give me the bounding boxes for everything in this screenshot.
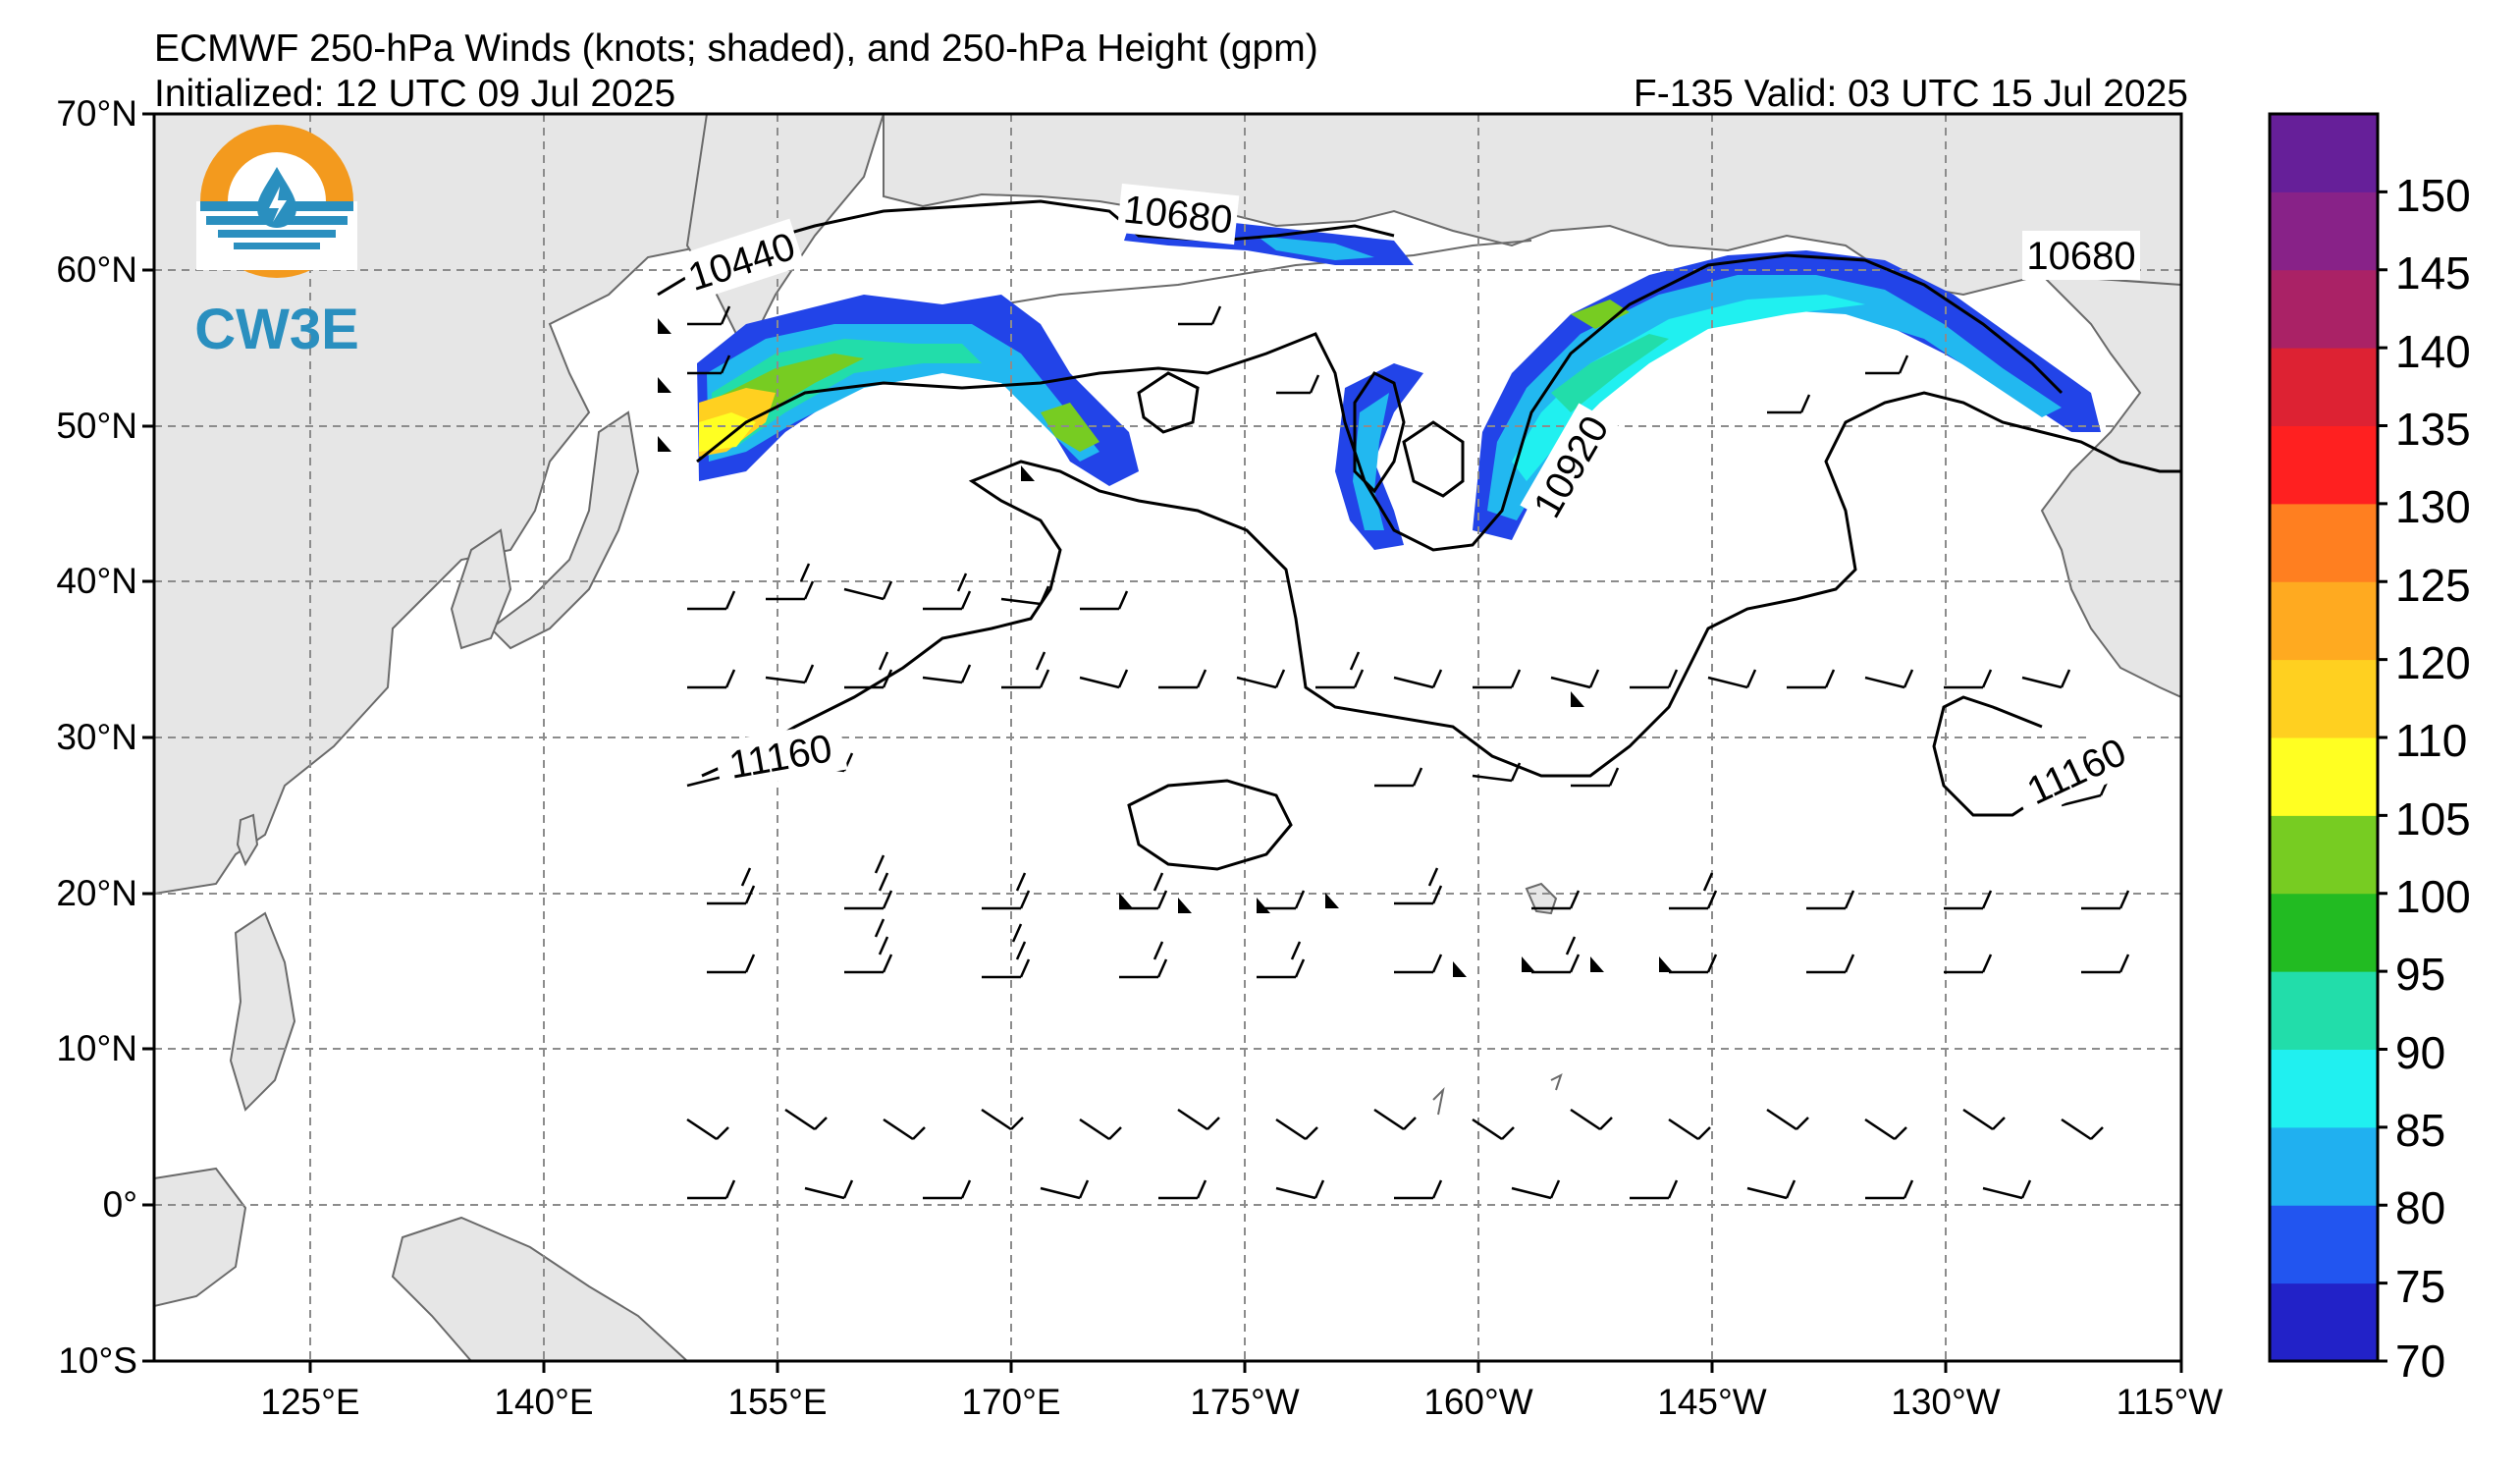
lon-label: 170°E bbox=[961, 1382, 1060, 1422]
colorbar-labels: 150 145 140 135 130 125 120 110 105 100 … bbox=[2395, 170, 2471, 1387]
lon-labels: 125°E 140°E 155°E 170°E 175°W 160°W 145°… bbox=[260, 1382, 2223, 1422]
colorbar-segment bbox=[2270, 191, 2378, 271]
colorbar-segment bbox=[2270, 659, 2378, 738]
colorbar-segment bbox=[2270, 1126, 2378, 1206]
lon-label: 145°W bbox=[1657, 1382, 1767, 1422]
wind-barbs bbox=[686, 305, 2130, 1200]
colorbar-segments bbox=[2270, 114, 2378, 1362]
map-title: ECMWF 250-hPa Winds (knots; shaded), and… bbox=[154, 27, 1318, 70]
colorbar-segment bbox=[2270, 114, 2378, 192]
taiwan bbox=[236, 813, 259, 867]
colorbar-label: 70 bbox=[2395, 1336, 2445, 1387]
korea bbox=[450, 528, 512, 650]
colorbar-segment bbox=[2270, 1282, 2378, 1362]
colorbar-label: 135 bbox=[2395, 404, 2471, 455]
colorbar-label: 130 bbox=[2395, 481, 2471, 532]
contour-label-10680-east: 10680 bbox=[2026, 235, 2135, 278]
land-masses bbox=[154, 114, 2181, 1361]
cw3e-logo: CW3E bbox=[194, 125, 359, 361]
lon-label: 160°W bbox=[1423, 1382, 1533, 1422]
lat-label: 10°S bbox=[58, 1340, 137, 1381]
colorbar-label: 140 bbox=[2395, 326, 2471, 377]
philippines bbox=[229, 911, 296, 1112]
lon-label: 115°W bbox=[2117, 1382, 2224, 1422]
lon-label: 155°E bbox=[727, 1382, 827, 1422]
colorbar-label: 125 bbox=[2395, 560, 2471, 611]
lon-label: 175°W bbox=[1190, 1382, 1300, 1422]
small-islands bbox=[1432, 1073, 1563, 1116]
colorbar-label: 90 bbox=[2395, 1027, 2445, 1078]
colorbar-segment bbox=[2270, 1205, 2378, 1284]
colorbar-label: 95 bbox=[2395, 949, 2445, 1000]
lon-tick-marks bbox=[308, 1361, 2183, 1373]
colorbar-segment bbox=[2270, 737, 2378, 816]
valid-time: F-135 Valid: 03 UTC 15 Jul 2025 bbox=[1633, 73, 2188, 115]
colorbar-label: 110 bbox=[2395, 715, 2467, 766]
colorbar-label: 80 bbox=[2395, 1182, 2445, 1233]
lat-labels: 70°N 60°N 50°N 40°N 30°N 20°N 10°N 0° 10… bbox=[56, 93, 137, 1381]
colorbar-segment bbox=[2270, 581, 2378, 661]
colorbar-segment bbox=[2270, 503, 2378, 582]
new-guinea bbox=[391, 1216, 689, 1361]
wind-shading bbox=[697, 221, 2101, 550]
lat-label: 50°N bbox=[56, 406, 137, 446]
colorbar-segment bbox=[2270, 269, 2378, 349]
colorbar-segment bbox=[2270, 425, 2378, 505]
initialized-time: Initialized: 12 UTC 09 Jul 2025 bbox=[154, 73, 676, 115]
lat-label: 40°N bbox=[56, 561, 137, 601]
lat-label: 60°N bbox=[56, 249, 137, 290]
logo-text: CW3E bbox=[194, 298, 359, 361]
colorbar-label: 145 bbox=[2395, 247, 2471, 299]
colorbar-segment bbox=[2270, 971, 2378, 1050]
north-america bbox=[2039, 273, 2181, 699]
colorbar-label: 120 bbox=[2395, 637, 2471, 688]
lon-label: 140°E bbox=[494, 1382, 593, 1422]
colorbar: 150 145 140 135 130 125 120 110 105 100 … bbox=[2268, 112, 2471, 1387]
colorbar-label: 85 bbox=[2395, 1105, 2445, 1156]
lightning-icon bbox=[269, 187, 287, 222]
colorbar-segment bbox=[2270, 815, 2378, 895]
colorbar-segment bbox=[2270, 893, 2378, 972]
lat-label: 70°N bbox=[56, 93, 137, 134]
borneo bbox=[154, 1167, 247, 1308]
colorbar-label: 150 bbox=[2395, 170, 2471, 221]
colorbar-label: 105 bbox=[2395, 793, 2471, 845]
colorbar-label: 75 bbox=[2395, 1261, 2445, 1312]
lon-label: 125°E bbox=[260, 1382, 359, 1422]
lat-label: 0° bbox=[103, 1184, 137, 1225]
lon-label: 130°W bbox=[1891, 1382, 2001, 1422]
lat-tick-marks bbox=[142, 112, 154, 1363]
colorbar-segment bbox=[2270, 1049, 2378, 1128]
colorbar-tick-marks bbox=[2378, 190, 2387, 1363]
lat-label: 20°N bbox=[56, 873, 137, 913]
colorbar-label: 100 bbox=[2395, 871, 2471, 922]
colorbar-segment bbox=[2270, 348, 2378, 426]
japan bbox=[489, 410, 640, 650]
lat-label: 30°N bbox=[56, 717, 137, 757]
lat-label: 10°N bbox=[56, 1028, 137, 1068]
